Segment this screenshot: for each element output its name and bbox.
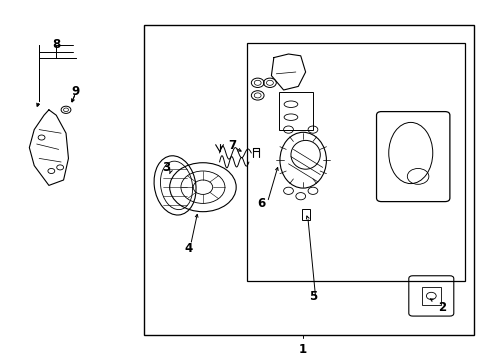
- Text: 6: 6: [257, 197, 265, 210]
- Bar: [246, 43, 464, 281]
- Text: 8: 8: [52, 39, 60, 51]
- Bar: [278, 92, 312, 130]
- Bar: [301, 209, 309, 220]
- Bar: [421, 287, 440, 305]
- Text: 9: 9: [72, 85, 80, 98]
- Text: 4: 4: [184, 242, 192, 255]
- Text: 7: 7: [228, 139, 236, 152]
- Text: 3: 3: [162, 161, 170, 174]
- Text: 2: 2: [438, 301, 446, 314]
- Bar: [144, 25, 473, 335]
- Text: 5: 5: [308, 291, 316, 303]
- Text: 1: 1: [299, 343, 306, 356]
